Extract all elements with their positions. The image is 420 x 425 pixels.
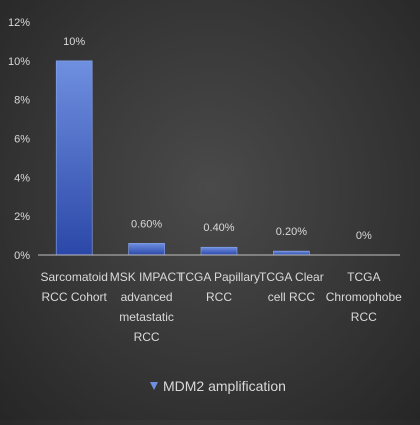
x-tick-label: MSK IMPACT advanced metastatic RCC: [110, 270, 184, 344]
legend: MDM2 amplification: [150, 378, 286, 394]
y-tick-label: 2%: [14, 211, 30, 223]
bar: [55, 60, 93, 256]
legend-marker: [150, 382, 158, 390]
data-label: 0.40%: [203, 222, 234, 234]
bar: [273, 250, 310, 256]
y-tick-label: 6%: [14, 134, 30, 146]
y-tick-label: 12%: [8, 17, 30, 29]
y-tick-label: 0%: [14, 250, 30, 262]
bar: [128, 243, 165, 256]
y-tick-label: 10%: [8, 56, 30, 68]
x-tick-label: TCGA Chromophobe RCC: [326, 270, 402, 324]
data-label: 0.20%: [276, 226, 307, 238]
data-label: 0%: [356, 230, 372, 242]
y-tick-label: 4%: [14, 172, 30, 184]
data-label: 0.60%: [131, 218, 162, 230]
y-tick-label: 8%: [14, 95, 30, 107]
x-tick-label: TCGA Clear cell RCC: [259, 270, 324, 304]
data-label: 10%: [63, 36, 85, 48]
bar: [200, 246, 238, 256]
y-axis: 0% 2% 4% 6% 8% 10% 12%: [8, 17, 30, 262]
bars: 10% 0.60% 0.40% 0.20% 0%: [55, 36, 372, 256]
x-tick-label: TCGA Papillary RCC: [178, 270, 260, 304]
legend-label: MDM2 amplification: [163, 378, 286, 394]
x-tick-label: Sarcomatoid RCC Cohort: [41, 270, 108, 304]
